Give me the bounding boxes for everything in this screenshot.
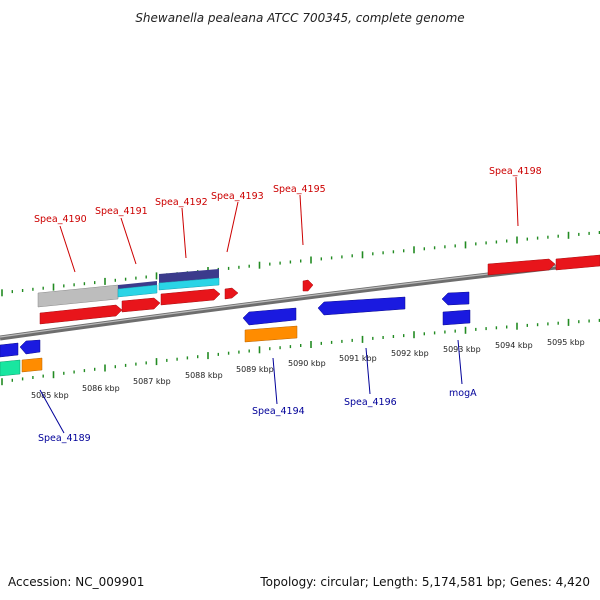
kbp-label: 5089 kbp bbox=[236, 365, 274, 374]
gene-label[interactable]: Spea_4194 bbox=[252, 406, 305, 417]
gene-feature[interactable] bbox=[159, 269, 219, 283]
accession-text: Accession: NC_009901 bbox=[8, 575, 144, 589]
gene-label[interactable]: Spea_4189 bbox=[38, 433, 91, 444]
kbp-labels: 5085 kbp 5086 kbp 5087 kbp 5088 kbp 5089… bbox=[31, 338, 585, 400]
gene-label[interactable]: Spea_4193 bbox=[211, 191, 264, 202]
kbp-label: 5087 kbp bbox=[133, 377, 171, 386]
reverse-tick-row bbox=[1, 318, 600, 386]
kbp-label: 5094 kbp bbox=[495, 341, 533, 350]
kbp-label: 5093 kbp bbox=[443, 345, 481, 354]
gene-label[interactable]: mogA bbox=[449, 388, 477, 399]
gene-feature[interactable] bbox=[37, 284, 119, 308]
feature-track-upper bbox=[37, 269, 220, 308]
cds-arrow[interactable] bbox=[442, 309, 471, 326]
cds-arrow[interactable] bbox=[160, 288, 221, 306]
gene-label[interactable]: Spea_4191 bbox=[95, 206, 148, 217]
kbp-label: 5086 kbp bbox=[82, 384, 120, 393]
reverse-gene-labels: Spea_4189 Spea_4194 Spea_4196 mogA bbox=[38, 339, 477, 444]
reverse-cds-track bbox=[0, 291, 471, 358]
gene-feature[interactable] bbox=[158, 277, 220, 291]
cds-arrow[interactable] bbox=[441, 291, 470, 306]
gene-feature[interactable] bbox=[118, 281, 157, 289]
kbp-label: 5085 kbp bbox=[31, 391, 69, 400]
kbp-label: 5091 kbp bbox=[339, 354, 377, 363]
kbp-label: 5088 kbp bbox=[185, 371, 223, 380]
gene-feature[interactable] bbox=[244, 325, 298, 343]
genome-summary-text: Topology: circular; Length: 5,174,581 bp… bbox=[259, 575, 590, 589]
gene-feature[interactable] bbox=[117, 284, 158, 298]
cds-arrow[interactable] bbox=[487, 258, 556, 276]
cds-arrow[interactable] bbox=[317, 296, 406, 316]
rna-feature-track bbox=[0, 325, 298, 377]
gene-feature[interactable] bbox=[0, 359, 21, 377]
gene-label[interactable]: Spea_4195 bbox=[273, 184, 326, 195]
cds-arrow[interactable] bbox=[19, 339, 41, 355]
cds-arrow[interactable] bbox=[0, 342, 19, 358]
gene-feature[interactable] bbox=[21, 357, 43, 373]
gene-label[interactable]: Spea_4192 bbox=[155, 197, 208, 208]
forward-gene-labels: Spea_4190 Spea_4191 Spea_4192 Spea_4193 … bbox=[34, 166, 542, 273]
cds-arrow[interactable] bbox=[39, 304, 123, 325]
kbp-label: 5092 kbp bbox=[391, 349, 429, 358]
gene-label[interactable]: Spea_4196 bbox=[344, 397, 397, 408]
map-title: Shewanella pealeana ATCC 700345, complet… bbox=[135, 11, 464, 25]
gene-label[interactable]: Spea_4198 bbox=[489, 166, 542, 177]
kbp-label: 5090 kbp bbox=[288, 359, 326, 368]
cds-arrow[interactable] bbox=[242, 307, 297, 326]
kbp-label: 5095 kbp bbox=[547, 338, 585, 347]
cds-arrow[interactable] bbox=[302, 279, 314, 292]
forward-cds-track bbox=[39, 254, 600, 325]
cds-arrow[interactable] bbox=[555, 254, 600, 271]
gene-label[interactable]: Spea_4190 bbox=[34, 214, 87, 225]
cds-arrow[interactable] bbox=[121, 297, 161, 313]
cds-arrow[interactable] bbox=[224, 287, 239, 300]
